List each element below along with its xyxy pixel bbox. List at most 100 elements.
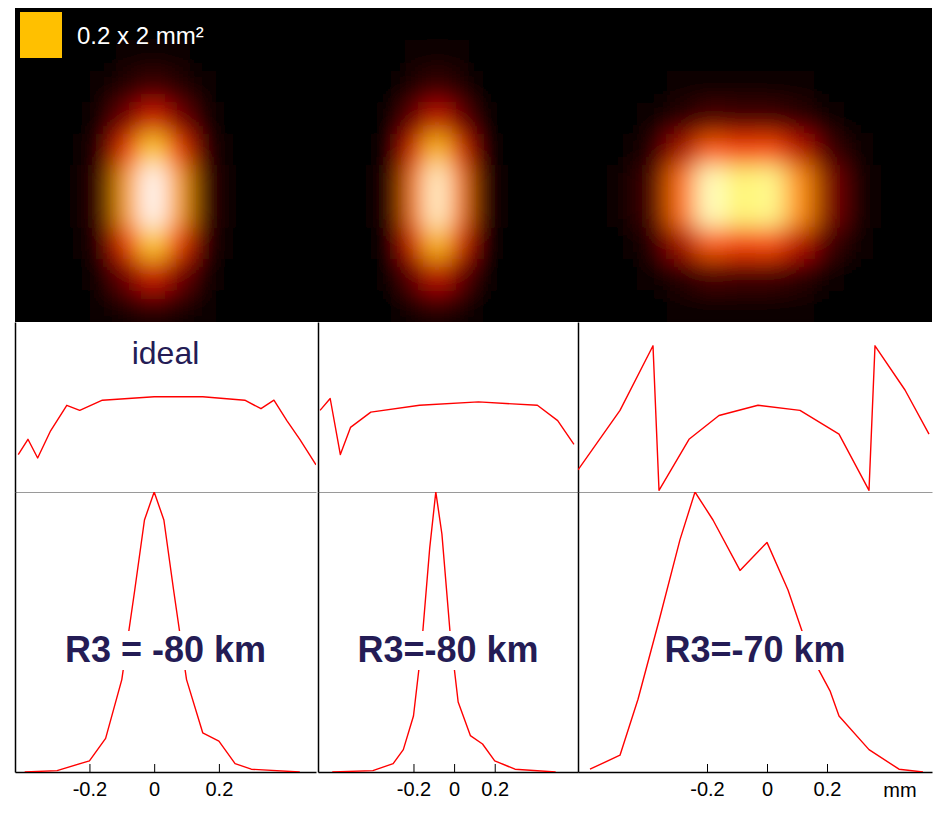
x-tick-label: -0.2 [397, 778, 431, 800]
y-axis [15, 493, 16, 773]
heatmap-cell [340, 291, 362, 322]
heatmap-cell [903, 196, 933, 228]
heatmap-cell [491, 8, 513, 40]
heatmap-cell [383, 228, 405, 260]
heatmap-cell [340, 71, 362, 103]
heatmap-cell [426, 39, 448, 71]
heatmap-cell [726, 71, 756, 103]
image-background [15, 8, 932, 322]
heatmap-cell [90, 71, 116, 103]
heatmap-cell [241, 196, 267, 228]
heatmap-cell [266, 134, 292, 166]
x-tick-label: 0.2 [814, 778, 842, 800]
heatmap-cell [291, 228, 316, 260]
y-axis-line [318, 493, 320, 773]
heatmap-cell [637, 228, 667, 260]
heatmap-cell [873, 196, 903, 228]
heatmap-cell [340, 196, 362, 228]
heatmap-cell [755, 259, 785, 291]
heatmap-cell [696, 165, 726, 197]
heatmap-cell [696, 259, 726, 291]
heatmap-cell [814, 196, 844, 228]
heatmap-cell [383, 196, 405, 228]
heatmap-cell [608, 134, 638, 166]
heatmap-cell [578, 39, 608, 71]
heatmap-cell [115, 259, 141, 291]
heatmap-cell [166, 165, 192, 197]
heatmap-cell [513, 228, 535, 260]
heatmap-cell [470, 259, 492, 291]
heatmap-cell [340, 134, 362, 166]
heatmap-cell [448, 39, 470, 71]
heatmap-cell [340, 39, 362, 71]
heatmap-cell [696, 228, 726, 260]
heatmap-cell [491, 259, 513, 291]
heatmap-cell [15, 291, 41, 322]
heatmap-cell [426, 71, 448, 103]
heatmap-cell [608, 196, 638, 228]
heatmap-cell [361, 291, 383, 322]
heatmap-cell [216, 71, 242, 103]
heatmap-cell [873, 39, 903, 71]
heatmap-cell [696, 134, 726, 166]
heatmap-cell [15, 71, 41, 103]
heatmap-cell [785, 39, 815, 71]
heatmap-cell [65, 134, 91, 166]
heatmap-cell [448, 228, 470, 260]
heatmap-cell [513, 165, 535, 197]
heatmap-cell [191, 71, 217, 103]
heatmap-cell [426, 291, 448, 322]
heatmap-cell [426, 165, 448, 197]
heatmap-cell [535, 134, 557, 166]
heatmap-cell [266, 71, 292, 103]
heatmap-cell [361, 196, 383, 228]
heatmap-cell [755, 291, 785, 322]
heatmap-cell [513, 39, 535, 71]
x-tick-label: 0.2 [481, 778, 509, 800]
heatmap-cell [556, 196, 578, 228]
heatmap-cell [241, 291, 267, 322]
heatmap-cell [318, 228, 340, 260]
heatmap-cell [608, 102, 638, 134]
x-axis: -0.200.2 [319, 764, 579, 800]
heatmap-cell [361, 165, 383, 197]
heatmap-cell [448, 134, 470, 166]
x-tick: -0.2 [690, 764, 724, 800]
heatmap-cell [637, 165, 667, 197]
page: (function () { var data = JSON.parse(doc… [0, 0, 936, 816]
heatmap-cell [166, 291, 192, 322]
heatmap-cell [491, 228, 513, 260]
heatmap-cell [535, 196, 557, 228]
cut-chart: -0.200.2R3 = -80 km [16, 492, 317, 800]
heatmap-cell [814, 71, 844, 103]
heatmap-cell [405, 196, 427, 228]
heatmap-cell [166, 196, 192, 228]
heatmap-cell [755, 8, 785, 40]
annotation: R3 = -80 km [65, 629, 266, 670]
heatmap-cell [726, 259, 756, 291]
heatmap-cell [873, 134, 903, 166]
heatmap-cell [785, 259, 815, 291]
annotation-group: R3=-80 km [354, 629, 541, 670]
heatmap-cell [115, 71, 141, 103]
profile-chart [578, 323, 933, 493]
heatmap-cell [578, 228, 608, 260]
heatmap-cell [115, 102, 141, 134]
heatmap-cell [608, 259, 638, 291]
x-tick-mark [707, 764, 708, 772]
heatmap-cell [65, 102, 91, 134]
x-tick: 0 [149, 764, 160, 800]
heatmap-cell [608, 228, 638, 260]
heatmap-cell [844, 259, 874, 291]
heatmap-cell [873, 165, 903, 197]
heatmap-cell [115, 196, 141, 228]
heatmap-cell [491, 196, 513, 228]
heatmap-cell [637, 134, 667, 166]
heatmap-cell [755, 71, 785, 103]
x-tick-mark [495, 764, 496, 772]
heatmap-cell [291, 102, 316, 134]
heatmap-cell [535, 71, 557, 103]
heatmap-cell [166, 228, 192, 260]
heatmap-cell [470, 102, 492, 134]
heatmap-cell [513, 134, 535, 166]
